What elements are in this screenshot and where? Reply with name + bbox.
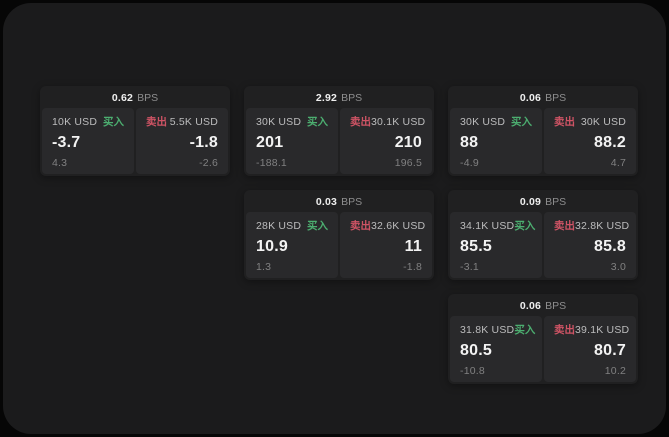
buy-delta: -188.1 xyxy=(256,157,287,169)
sell-price: 210 xyxy=(394,134,422,151)
sell-side-label: 卖出 xyxy=(554,220,575,232)
spread-header: 0.06 BPS xyxy=(450,88,636,108)
buy-amount: 31.8K USD xyxy=(460,323,515,336)
sell-side-label: 卖出 xyxy=(554,116,575,128)
sell-panel[interactable]: 卖出 30.1K USD 210 196.5 xyxy=(340,108,432,174)
sell-delta: 10.2 xyxy=(604,365,626,377)
buy-price: 88 xyxy=(460,134,479,151)
buy-delta: 1.3 xyxy=(256,261,272,273)
sell-side-label: 卖出 xyxy=(350,116,371,128)
spread-header: 0.62 BPS xyxy=(42,88,228,108)
sell-delta: -2.6 xyxy=(199,157,218,169)
buy-side-label: 买入 xyxy=(511,116,532,128)
sell-price: 11 xyxy=(404,238,422,255)
sell-panel[interactable]: 卖出 5.5K USD -1.8 -2.6 xyxy=(136,108,228,174)
sell-amount: 30K USD xyxy=(580,115,626,128)
buy-price: 80.5 xyxy=(460,342,492,359)
buy-amount: 28K USD xyxy=(256,219,302,232)
spread-value: 0.06 xyxy=(519,300,542,312)
quote-board: 0.62 BPS 10K USD 买入 -3.7 4.3 卖出 5.5K USD xyxy=(40,86,638,384)
spread-unit: BPS xyxy=(341,92,363,104)
sell-panel[interactable]: 卖出 32.8K USD 85.8 3.0 xyxy=(544,212,636,278)
spread-unit: BPS xyxy=(137,92,159,104)
quote-card: 0.06 BPS 30K USD 买入 88 -4.9 卖出 30K USD xyxy=(448,86,638,176)
sell-side-label: 卖出 xyxy=(146,116,167,128)
sell-delta: 196.5 xyxy=(394,157,422,169)
spread-value: 0.06 xyxy=(519,92,542,104)
sell-price: 85.8 xyxy=(594,238,626,255)
sell-delta: -1.8 xyxy=(403,261,422,273)
sell-amount: 32.8K USD xyxy=(575,219,630,232)
quote-card: 0.03 BPS 28K USD 买入 10.9 1.3 卖出 32.6K US… xyxy=(244,190,434,280)
buy-delta: -3.1 xyxy=(460,261,479,273)
sell-panel[interactable]: 卖出 30K USD 88.2 4.7 xyxy=(544,108,636,174)
buy-panel[interactable]: 31.8K USD 买入 80.5 -10.8 xyxy=(450,316,542,382)
sell-delta: 3.0 xyxy=(610,261,626,273)
buy-delta: -4.9 xyxy=(460,157,479,169)
buy-price: 10.9 xyxy=(256,238,288,255)
sell-delta: 4.7 xyxy=(610,157,626,169)
buy-amount: 34.1K USD xyxy=(460,219,515,232)
sell-price: -1.8 xyxy=(189,134,218,151)
buy-delta: 4.3 xyxy=(52,157,68,169)
buy-amount: 10K USD xyxy=(52,115,98,128)
buy-panel[interactable]: 10K USD 买入 -3.7 4.3 xyxy=(42,108,134,174)
sell-panel[interactable]: 卖出 39.1K USD 80.7 10.2 xyxy=(544,316,636,382)
sell-amount: 5.5K USD xyxy=(169,115,218,128)
spread-unit: BPS xyxy=(545,300,567,312)
spread-header: 0.09 BPS xyxy=(450,192,636,212)
quote-card: 0.09 BPS 34.1K USD 买入 85.5 -3.1 卖出 32.8K… xyxy=(448,190,638,280)
app-window: 0.62 BPS 10K USD 买入 -3.7 4.3 卖出 5.5K USD xyxy=(3,3,666,434)
buy-price: 201 xyxy=(256,134,284,151)
buy-amount: 30K USD xyxy=(460,115,506,128)
quote-card: 0.62 BPS 10K USD 买入 -3.7 4.3 卖出 5.5K USD xyxy=(40,86,230,176)
sell-panel[interactable]: 卖出 32.6K USD 11 -1.8 xyxy=(340,212,432,278)
buy-price: 85.5 xyxy=(460,238,492,255)
buy-side-label: 买入 xyxy=(307,116,328,128)
sell-price: 88.2 xyxy=(594,134,626,151)
buy-side-label: 买入 xyxy=(514,324,536,336)
sell-amount: 39.1K USD xyxy=(575,323,630,336)
buy-panel[interactable]: 30K USD 买入 88 -4.9 xyxy=(450,108,542,174)
buy-panel[interactable]: 28K USD 买入 10.9 1.3 xyxy=(246,212,338,278)
sell-amount: 32.6K USD xyxy=(371,219,426,232)
spread-header: 2.92 BPS xyxy=(246,88,432,108)
spread-unit: BPS xyxy=(341,196,363,208)
buy-side-label: 买入 xyxy=(307,220,328,232)
spread-unit: BPS xyxy=(545,196,567,208)
buy-delta: -10.8 xyxy=(460,365,485,377)
sell-amount: 30.1K USD xyxy=(371,115,426,128)
spread-header: 0.06 BPS xyxy=(450,296,636,316)
quote-card: 2.92 BPS 30K USD 买入 201 -188.1 卖出 30.1K … xyxy=(244,86,434,176)
buy-side-label: 买入 xyxy=(514,220,536,232)
spread-value: 0.62 xyxy=(111,92,134,104)
buy-panel[interactable]: 34.1K USD 买入 85.5 -3.1 xyxy=(450,212,542,278)
buy-amount: 30K USD xyxy=(256,115,302,128)
buy-panel[interactable]: 30K USD 买入 201 -188.1 xyxy=(246,108,338,174)
sell-side-label: 卖出 xyxy=(350,220,371,232)
buy-price: -3.7 xyxy=(52,134,81,151)
buy-side-label: 买入 xyxy=(103,116,124,128)
spread-value: 0.09 xyxy=(519,196,542,208)
sell-side-label: 卖出 xyxy=(554,324,575,336)
spread-header: 0.03 BPS xyxy=(246,192,432,212)
spread-value: 2.92 xyxy=(315,92,338,104)
spread-unit: BPS xyxy=(545,92,567,104)
spread-value: 0.03 xyxy=(315,196,338,208)
quote-card: 0.06 BPS 31.8K USD 买入 80.5 -10.8 卖出 39.1… xyxy=(448,294,638,384)
sell-price: 80.7 xyxy=(594,342,626,359)
